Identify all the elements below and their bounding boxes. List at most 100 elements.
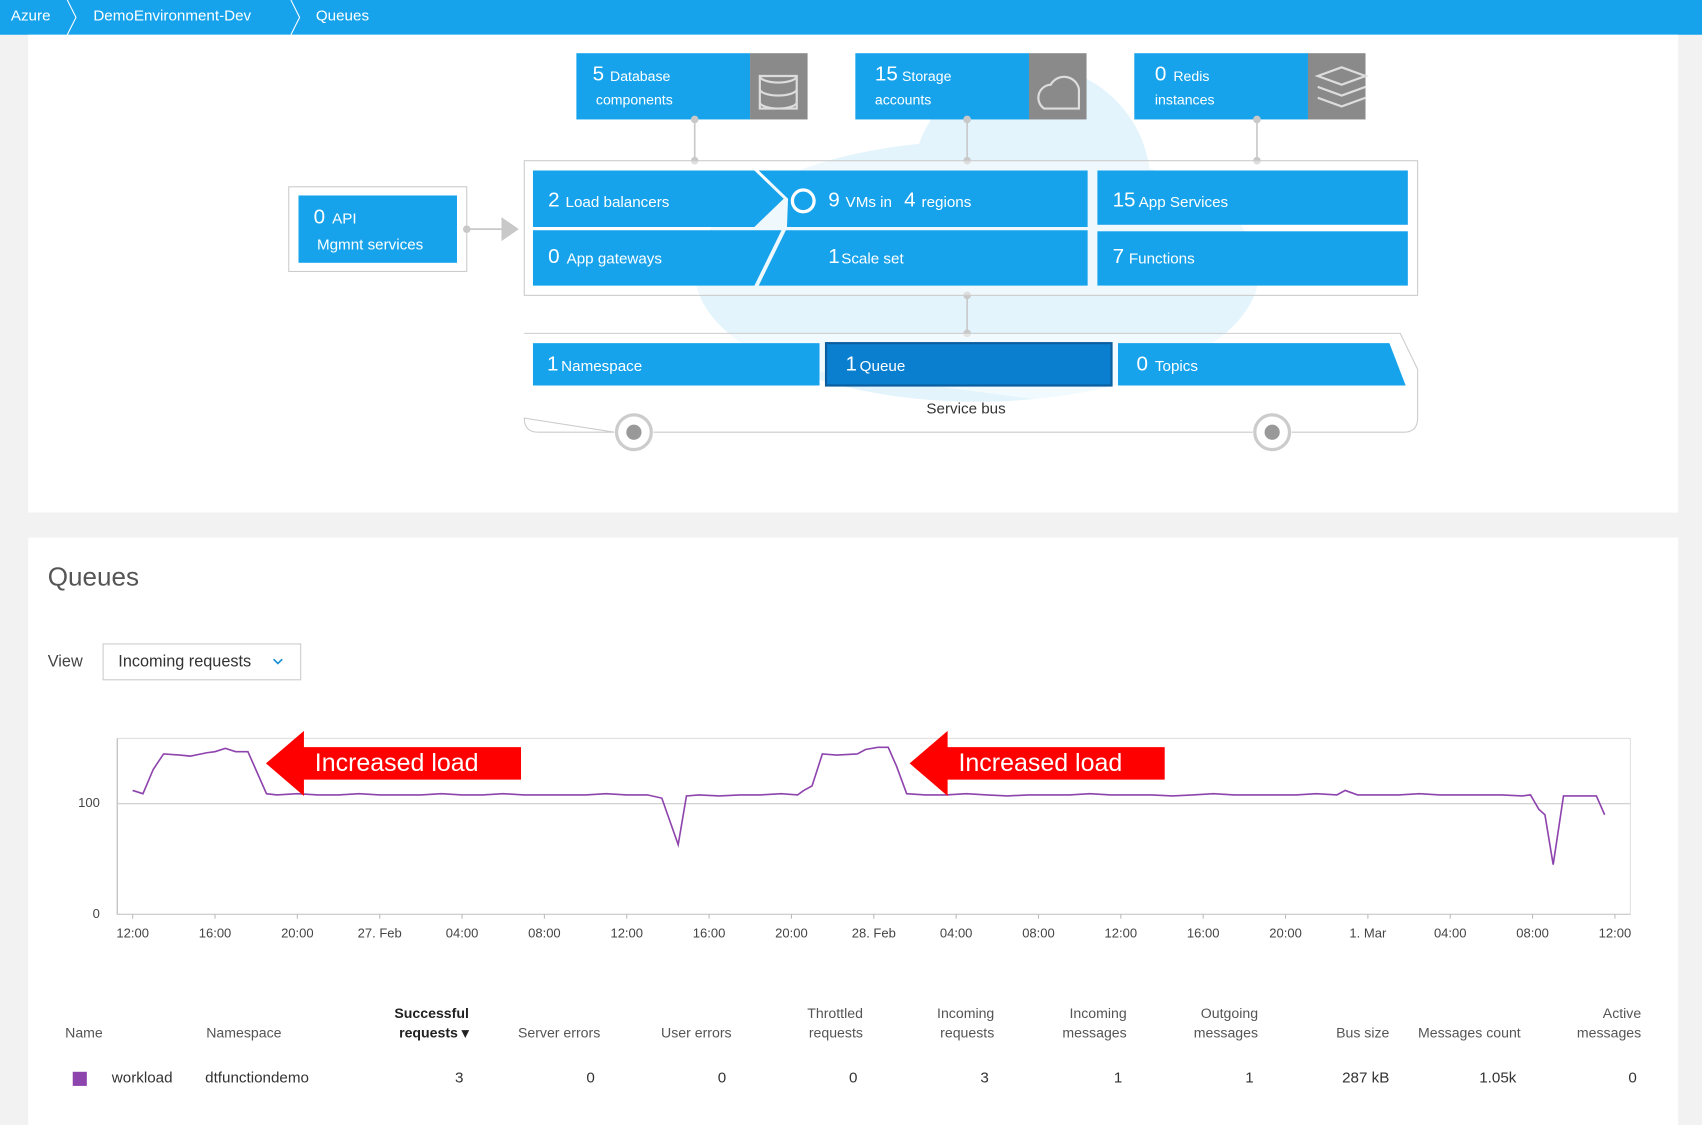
tile-label: Topics	[1155, 358, 1198, 375]
annotation-arrow	[909, 730, 1165, 796]
cell: 0	[1628, 1069, 1636, 1086]
tile-number: 7	[1113, 245, 1124, 268]
column-header: requests ▾	[399, 1025, 470, 1041]
tile-label: App Services	[1139, 194, 1229, 211]
breadcrumb[interactable]: Azure	[11, 7, 51, 24]
tile[interactable]	[758, 230, 1088, 286]
header-bar	[0, 0, 1702, 35]
tile-label: Scale set	[841, 251, 904, 268]
y-tick-label: 0	[93, 906, 100, 921]
tile-label: components	[596, 92, 673, 108]
tile-label: Namespace	[561, 358, 642, 375]
tile[interactable]	[1134, 53, 1308, 120]
column-header: Namespace	[206, 1025, 281, 1041]
x-tick-label: 04:00	[1434, 925, 1467, 940]
column-header: messages	[1062, 1025, 1126, 1041]
tile-selected[interactable]	[824, 342, 1113, 387]
y-tick-label: 100	[78, 795, 100, 810]
tile[interactable]	[1097, 170, 1408, 225]
x-tick-label: 12:00	[1599, 925, 1632, 940]
tile-label: Load balancers	[566, 194, 670, 211]
column-header: Bus size	[1336, 1025, 1389, 1041]
breadcrumb[interactable]: Queues	[316, 7, 370, 24]
tile-label: Queue	[860, 358, 906, 375]
tile-number: 0	[314, 206, 325, 229]
x-tick-label: 27. Feb	[358, 925, 402, 940]
tile-label: regions	[922, 194, 972, 211]
tile[interactable]	[855, 53, 1030, 120]
x-tick-label: 1. Mar	[1349, 925, 1387, 940]
annotation: Increased load	[315, 749, 479, 777]
cell: 1	[1114, 1069, 1122, 1086]
view-label: View	[48, 653, 83, 671]
x-tick-label: 12:00	[610, 925, 643, 940]
x-tick-label: 16:00	[199, 925, 232, 940]
breadcrumb[interactable]: DemoEnvironment-Dev	[93, 7, 251, 24]
x-tick-label: 16:00	[1187, 925, 1220, 940]
column-header: messages	[1577, 1025, 1641, 1041]
column-header: Server errors	[518, 1025, 600, 1041]
tile[interactable]	[532, 343, 820, 386]
redis-icon	[1314, 66, 1369, 108]
tile-number: 0	[548, 245, 559, 268]
cell: 1.05k	[1479, 1069, 1517, 1086]
tile-label: instances	[1155, 92, 1215, 108]
annotation-arrow	[265, 730, 522, 796]
tile-label: accounts	[875, 92, 931, 108]
dropdown-value: Incoming requests	[118, 653, 251, 671]
column-header: User errors	[661, 1025, 732, 1041]
x-tick-label: 28. Feb	[852, 925, 896, 940]
x-tick-label: 20:00	[775, 925, 808, 940]
cell: 1	[1245, 1069, 1253, 1086]
x-tick-label: 12:00	[116, 925, 149, 940]
cell: dtfunctiondemo	[205, 1069, 309, 1086]
cell: 3	[455, 1069, 463, 1086]
column-header: Incoming	[937, 1005, 994, 1021]
icon	[1307, 53, 1366, 120]
tile[interactable]	[1118, 343, 1406, 386]
section-title: Queues	[48, 562, 139, 592]
x-tick-label: 08:00	[528, 925, 561, 940]
series-line	[132, 746, 1606, 865]
tile-label: Functions	[1129, 251, 1195, 268]
db-icon	[758, 74, 798, 110]
top-tiles: 5 Database components 15 Storage account…	[576, 53, 1369, 120]
dot	[1253, 115, 1261, 124]
tile[interactable]	[298, 195, 457, 263]
tile[interactable]	[532, 230, 782, 286]
x-tick-label: 08:00	[1022, 925, 1055, 940]
tile-number: 9	[828, 188, 839, 211]
storage-icon	[1037, 75, 1081, 110]
tile-number: 0	[1136, 352, 1147, 375]
tile-number: 1	[846, 352, 857, 375]
globe-icon	[790, 188, 816, 214]
legend-swatch	[72, 1071, 87, 1086]
cell: 0	[849, 1069, 857, 1086]
column-header: Messages count	[1418, 1025, 1521, 1041]
tile[interactable]	[532, 170, 784, 227]
column-header: Active	[1603, 1005, 1642, 1021]
cell: workload	[111, 1069, 173, 1086]
tile-label: App gateways	[567, 251, 663, 268]
arrow	[501, 217, 519, 242]
separator	[66, 0, 77, 35]
tile[interactable]	[1097, 231, 1408, 286]
x-tick-label: 20:00	[1269, 925, 1302, 940]
cell: 3	[980, 1069, 988, 1086]
view-dropdown[interactable]	[102, 643, 302, 681]
wheel	[1264, 424, 1280, 440]
tile-number: 5	[593, 62, 604, 85]
tile-number: 0	[1155, 62, 1166, 85]
tile-number: 1	[547, 352, 558, 375]
tile-number: 4	[904, 188, 915, 211]
tile[interactable]	[576, 53, 751, 120]
tile-label: Redis	[1173, 68, 1209, 84]
x-tick-label: 12:00	[1105, 925, 1138, 940]
column-header: requests	[940, 1025, 994, 1041]
dot	[963, 115, 971, 124]
column-header: Throttled	[807, 1005, 863, 1021]
x-tick-label: 08:00	[1516, 925, 1549, 940]
tile[interactable]	[758, 170, 1088, 227]
connector	[693, 119, 1258, 334]
x-tick-label: 04:00	[446, 925, 479, 940]
